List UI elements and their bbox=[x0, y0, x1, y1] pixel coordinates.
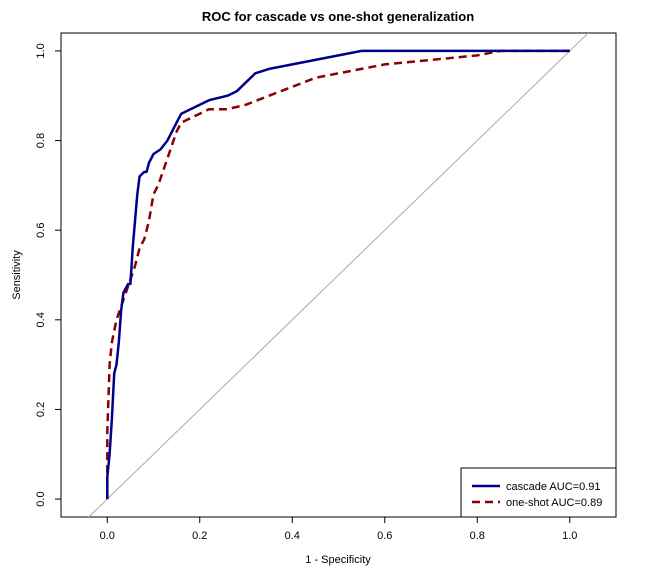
plot-area bbox=[88, 33, 589, 517]
x-axis: 0.0 0.2 0.4 0.6 0.8 1.0 bbox=[100, 517, 577, 542]
y-tick-label: 0.8 bbox=[35, 133, 47, 148]
series-line-cascade bbox=[106, 49, 570, 500]
plot-frame bbox=[60, 32, 617, 518]
legend-label-cascade: cascade AUC=0.91 bbox=[506, 481, 600, 493]
x-tick-label: 1.0 bbox=[562, 530, 577, 542]
x-tick-label: 0.6 bbox=[377, 530, 392, 542]
y-tick-label: 0.0 bbox=[35, 491, 47, 506]
y-tick-label: 0.4 bbox=[35, 312, 47, 327]
legend-label-one-shot: one-shot AUC=0.89 bbox=[506, 497, 602, 509]
x-tick-label: 0.0 bbox=[100, 530, 115, 542]
x-axis-title: 1 - Specificity bbox=[305, 554, 371, 566]
legend-box bbox=[460, 467, 617, 518]
x-tick-label: 0.2 bbox=[192, 530, 207, 542]
chart-title: ROC for cascade vs one-shot generalizati… bbox=[202, 9, 474, 24]
x-tick-label: 0.8 bbox=[470, 530, 485, 542]
diagonal-reference-line bbox=[88, 33, 589, 517]
y-tick-label: 1.0 bbox=[35, 43, 47, 58]
y-tick-label: 0.2 bbox=[35, 402, 47, 417]
y-tick-label: 0.6 bbox=[35, 223, 47, 238]
y-axis-title: Sensitivity bbox=[11, 250, 23, 300]
y-axis: 0.0 0.2 0.4 0.6 0.8 1.0 bbox=[35, 43, 61, 507]
x-tick-label: 0.4 bbox=[285, 530, 300, 542]
legend: cascade AUC=0.91 one-shot AUC=0.89 bbox=[460, 467, 617, 518]
